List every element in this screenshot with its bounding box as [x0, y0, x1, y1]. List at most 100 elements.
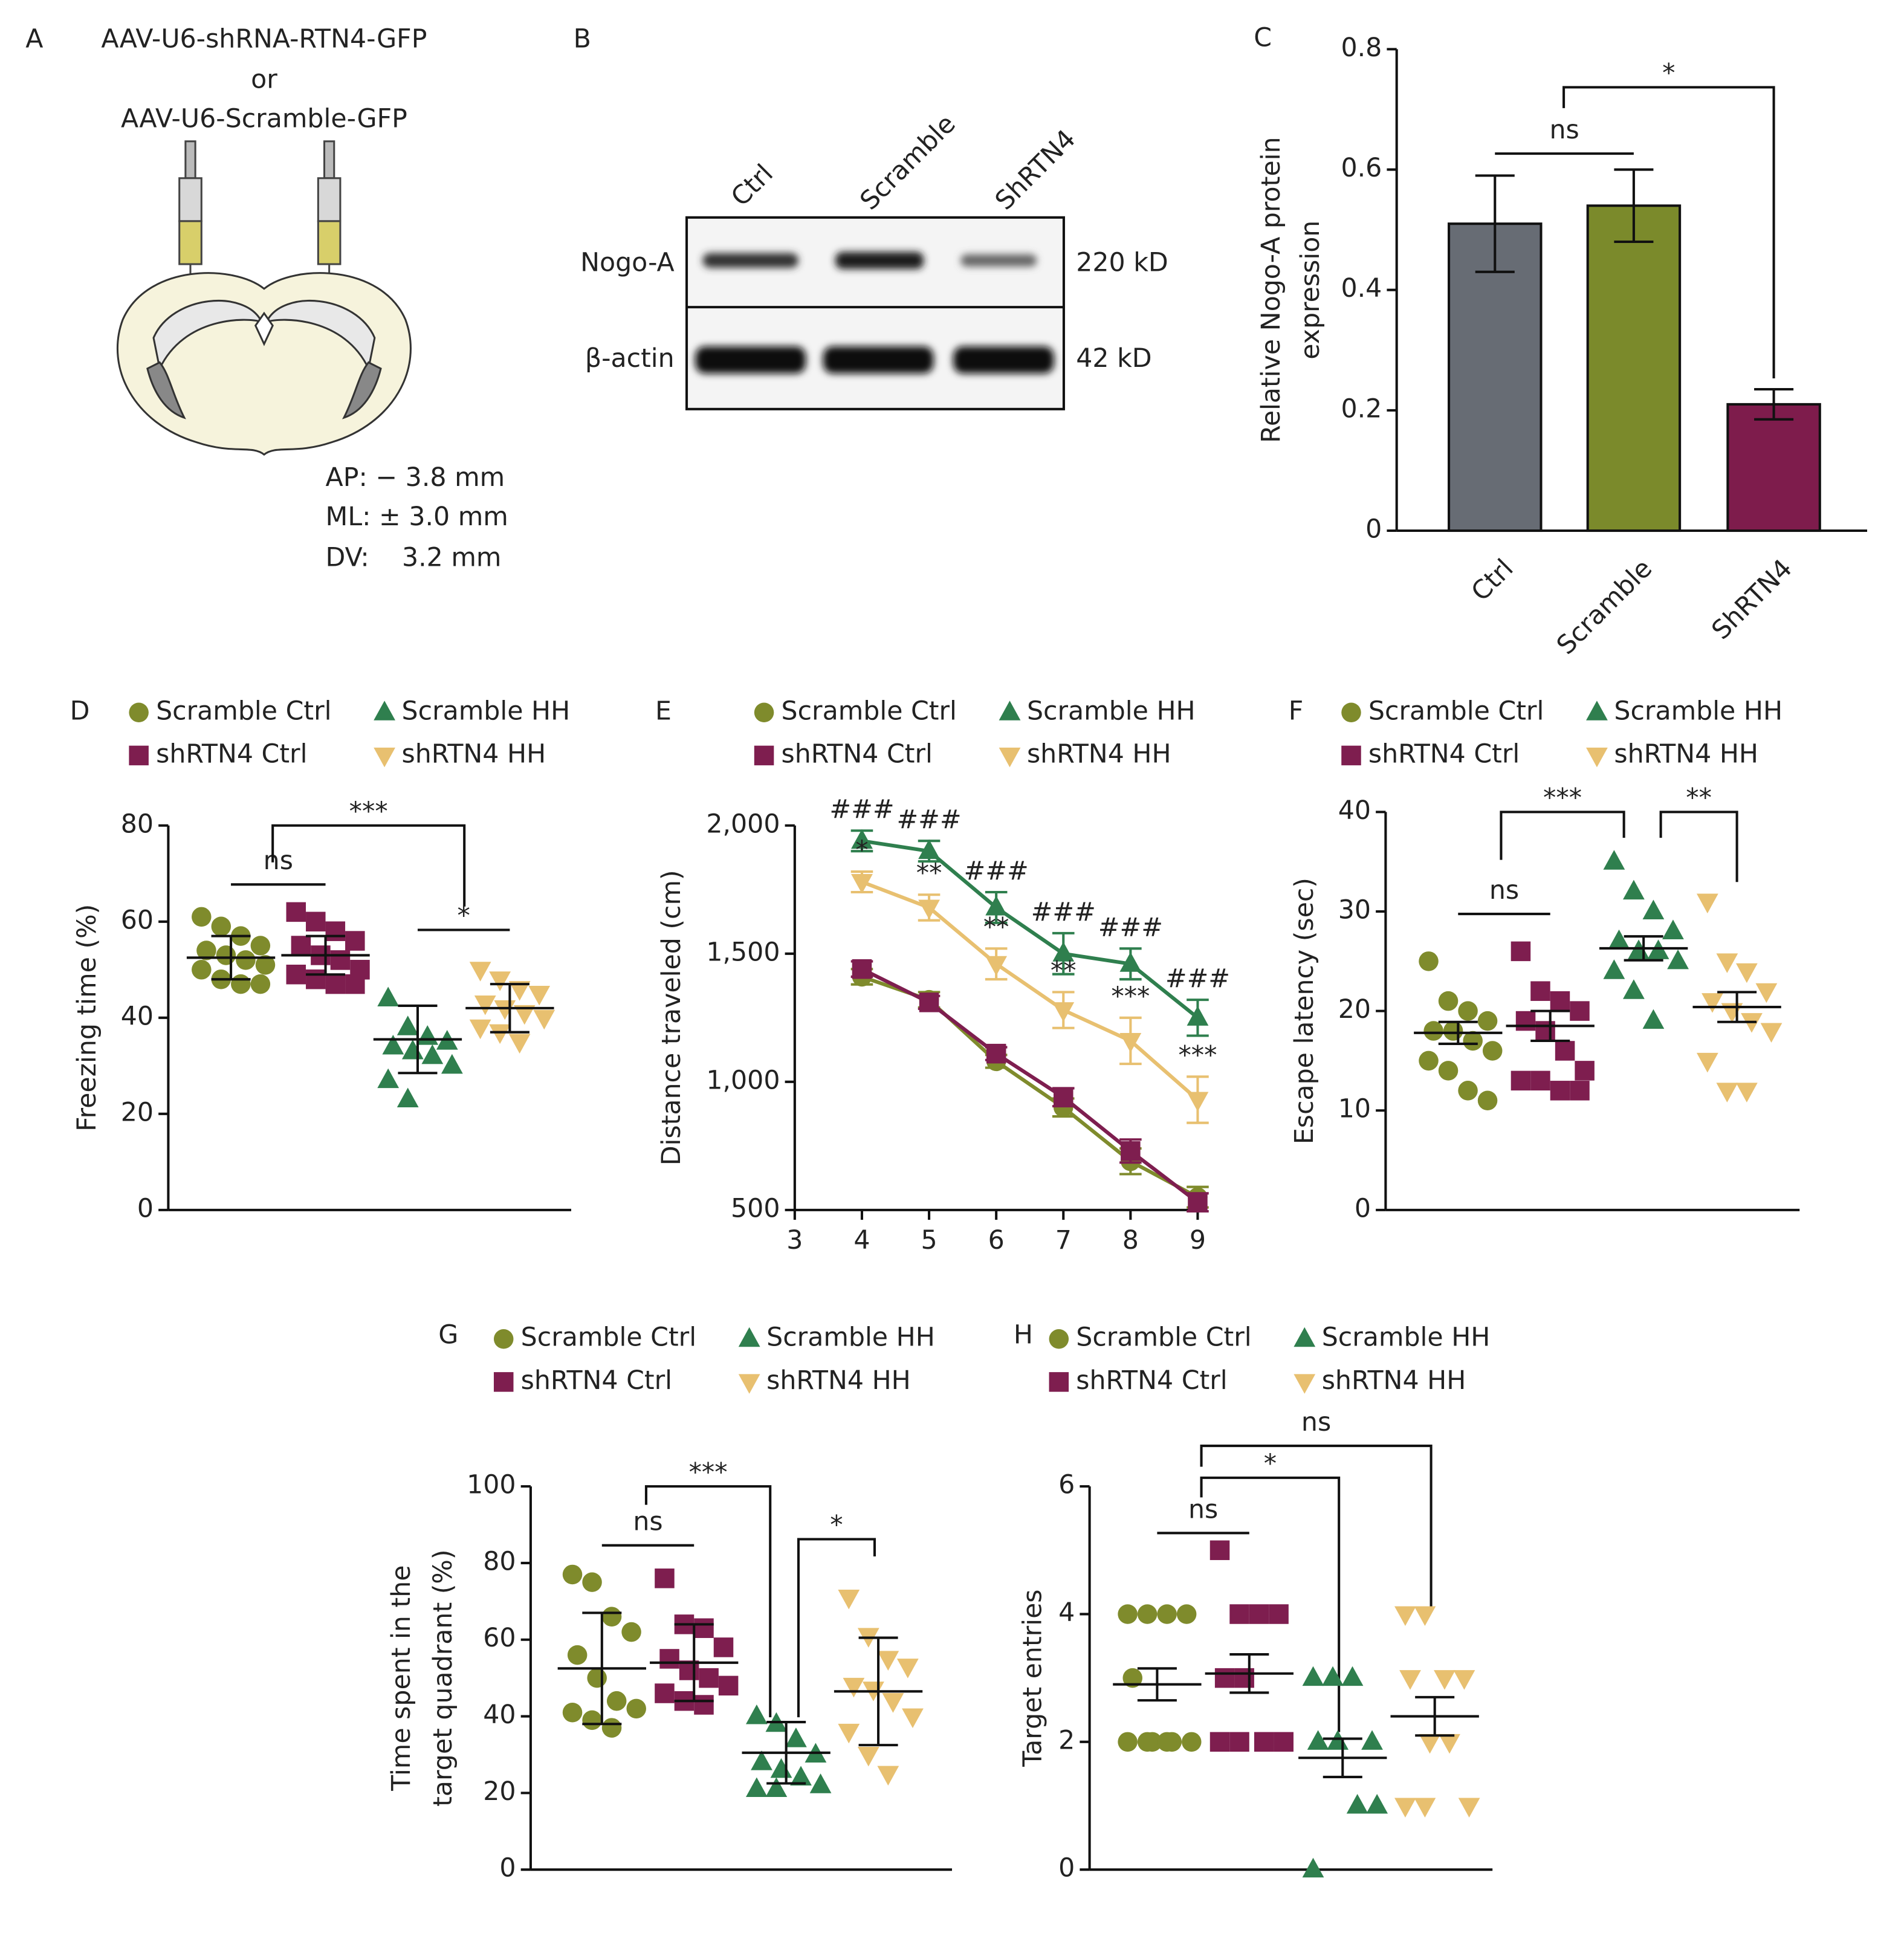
- legend-label: Scramble Ctrl: [1076, 1323, 1251, 1353]
- data-point: [1662, 919, 1684, 939]
- legend-label: shRTN4 HH: [1614, 739, 1758, 769]
- brain-section: [117, 272, 412, 456]
- data-point: [474, 995, 496, 1015]
- panel-b: B Ctrl Scramble ShRTN4 Nogo-A β-actin 22…: [574, 24, 1168, 410]
- data-point: [306, 911, 326, 932]
- x-tick-label: Ctrl: [1466, 553, 1520, 607]
- data-point: [790, 1766, 812, 1786]
- x-tick-label: 8: [1122, 1225, 1139, 1255]
- y-tick-label: 0.2: [1341, 393, 1382, 424]
- data-point: [582, 1710, 602, 1730]
- data-point: [1696, 1052, 1718, 1073]
- significance-bracket: [271, 824, 466, 907]
- data-point: [1254, 1732, 1274, 1752]
- data-point: [345, 931, 365, 951]
- data-point: [918, 899, 940, 919]
- data-point: [1302, 1666, 1324, 1686]
- data-point: [441, 1054, 463, 1074]
- bar: [1448, 222, 1543, 533]
- y-tick-label: 80: [121, 809, 154, 839]
- data-point: [196, 940, 216, 960]
- data-point: [838, 1723, 860, 1744]
- data-point: [1623, 979, 1645, 999]
- data-point: [562, 1564, 583, 1585]
- panel-h: H 0 2 4 6 Target entries Scramble Ctrl shRTN4 C…: [1014, 1320, 1493, 1883]
- data-point: [1394, 1798, 1416, 1818]
- data-point: [918, 839, 940, 860]
- data-point: [770, 1758, 792, 1778]
- point-label: **: [1051, 956, 1077, 986]
- data-point: [1119, 1032, 1142, 1053]
- significance-label: *: [1662, 59, 1675, 89]
- data-point: [1176, 1604, 1197, 1624]
- legend-label: shRTN4 HH: [1322, 1365, 1466, 1396]
- data-point: [377, 1068, 400, 1089]
- data-point: [306, 969, 326, 989]
- data-point: [1118, 1604, 1138, 1624]
- data-point: [1414, 1798, 1436, 1818]
- error-bar: [766, 1721, 806, 1785]
- data-point: [1187, 1006, 1209, 1026]
- legend-label: Scramble Ctrl: [782, 696, 957, 726]
- data-point: [192, 907, 212, 927]
- data-point: [785, 1727, 807, 1747]
- point-label: ###: [964, 856, 1029, 886]
- error-bar: [398, 1004, 438, 1075]
- data-point: [985, 895, 1008, 916]
- data-point: [469, 962, 491, 982]
- data-point: [1054, 1087, 1073, 1107]
- data-point: [1118, 1732, 1138, 1752]
- significance-label: *: [458, 901, 470, 931]
- error-bar: [1415, 1695, 1455, 1737]
- y-tick-label: 2: [1058, 1725, 1075, 1755]
- blot-bands: [695, 251, 1054, 374]
- data-point: [325, 974, 346, 994]
- data-point: [1269, 1604, 1289, 1624]
- data-point: [919, 992, 939, 1012]
- point-label: ###: [1098, 912, 1163, 942]
- data-point: [1477, 1090, 1498, 1111]
- data-point: [601, 1718, 622, 1738]
- data-point: [1157, 1732, 1177, 1752]
- data-point: [882, 1693, 904, 1713]
- data-point: [1234, 1668, 1254, 1688]
- y-axis-label: Distance traveled (cm): [656, 870, 687, 1165]
- data-point: [1735, 1083, 1758, 1102]
- data-point: [851, 874, 873, 894]
- x-tick-label: 6: [988, 1225, 1005, 1255]
- data-point: [857, 1746, 879, 1767]
- data-point: [1394, 1606, 1416, 1626]
- data-point: [1642, 899, 1665, 920]
- data-point: [718, 1675, 739, 1696]
- error-bar: [211, 934, 251, 981]
- y-tick-label: 20: [121, 1097, 154, 1127]
- data-point: [1550, 1081, 1570, 1101]
- data-point: [1702, 993, 1723, 1013]
- significance-label: ns: [633, 1507, 662, 1537]
- y-axis-label: Time spent in the: [386, 1565, 416, 1792]
- x-tick-label: 4: [853, 1225, 870, 1255]
- y-axis-label: Relative Nogo-A protein: [1256, 137, 1286, 442]
- legend-label: shRTN4 Ctrl: [156, 739, 307, 769]
- protein-label: Nogo-A: [580, 248, 675, 278]
- data-point: [562, 1702, 583, 1723]
- data-point: [985, 956, 1008, 976]
- data-point: [250, 936, 271, 956]
- data-point: [1052, 942, 1075, 962]
- significance-bracket: [1500, 811, 1625, 860]
- data-point: [877, 1651, 899, 1671]
- data-point: [1530, 1070, 1550, 1091]
- panel-letter: C: [1254, 23, 1272, 53]
- data-point: [843, 1677, 865, 1698]
- coordinate: DV: 3.2 mm: [326, 542, 502, 572]
- legend-marker: [999, 701, 1021, 720]
- legend-marker: [1049, 1372, 1069, 1392]
- data-point: [377, 986, 400, 1007]
- point-label: ###: [1165, 963, 1230, 994]
- data-point: [286, 902, 306, 922]
- legend-label: Scramble HH: [1027, 696, 1196, 726]
- legend-label: shRTN4 Ctrl: [1076, 1365, 1227, 1396]
- data-point: [1366, 1793, 1388, 1814]
- legend-marker: [754, 702, 774, 723]
